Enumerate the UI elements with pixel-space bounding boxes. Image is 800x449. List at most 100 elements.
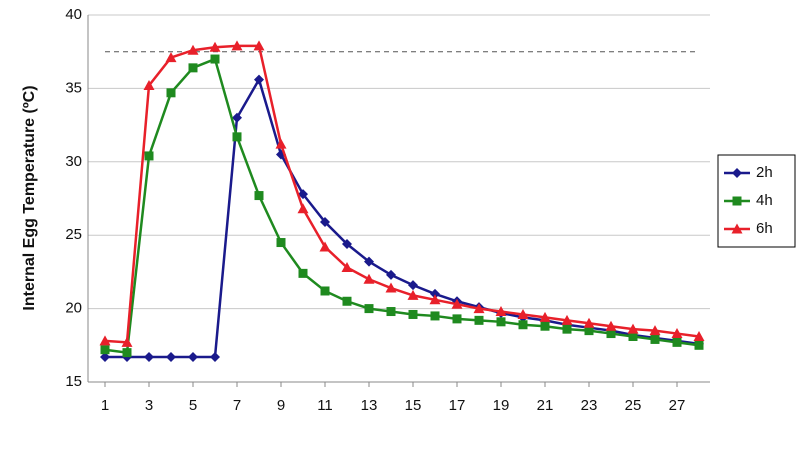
x-tick-label: 21	[537, 397, 554, 414]
series-line	[104, 57, 700, 355]
marker	[540, 321, 550, 331]
marker	[100, 352, 110, 363]
marker	[408, 280, 418, 291]
x-tick-label: 17	[449, 397, 466, 414]
x-tick-label: 19	[493, 397, 510, 414]
marker	[122, 348, 132, 358]
marker	[319, 241, 331, 252]
marker	[495, 306, 507, 317]
marker	[210, 352, 220, 363]
marker	[385, 282, 397, 293]
marker	[143, 79, 155, 90]
marker	[320, 216, 330, 227]
y-axis-label: Internal Egg Temperature (ºC)	[21, 85, 38, 310]
marker	[672, 337, 682, 347]
x-tick-label: 13	[361, 397, 378, 414]
marker	[342, 239, 352, 250]
x-tick-label: 27	[669, 397, 686, 414]
x-tick-label: 5	[189, 397, 197, 414]
marker	[253, 40, 265, 51]
y-tick-label: 40	[65, 6, 82, 23]
marker	[121, 336, 133, 347]
marker	[583, 317, 595, 328]
marker	[166, 88, 176, 98]
marker	[342, 296, 352, 306]
marker	[605, 320, 617, 331]
marker	[694, 340, 704, 350]
marker	[209, 41, 221, 52]
marker	[451, 298, 463, 309]
marker	[320, 286, 330, 296]
x-tick-label: 23	[581, 397, 598, 414]
marker	[275, 138, 287, 149]
marker	[363, 273, 375, 284]
marker	[188, 63, 198, 73]
marker	[518, 320, 528, 330]
marker	[628, 331, 638, 341]
marker	[364, 256, 374, 267]
marker	[561, 314, 573, 325]
x-tick-label: 1	[101, 397, 109, 414]
marker	[297, 203, 309, 214]
marker	[731, 223, 743, 234]
y-tick-label: 30	[65, 153, 82, 170]
legend-label: 4h	[756, 192, 773, 209]
marker	[539, 311, 551, 322]
y-tick-label: 25	[65, 226, 82, 243]
marker	[693, 330, 705, 341]
marker	[100, 345, 110, 355]
marker	[473, 303, 485, 314]
marker	[649, 325, 661, 336]
marker	[99, 335, 111, 346]
series-line	[105, 76, 700, 359]
marker	[210, 54, 220, 64]
marker	[254, 74, 264, 85]
marker	[408, 309, 418, 319]
marker	[364, 304, 374, 314]
marker	[165, 52, 177, 63]
marker	[144, 151, 154, 161]
marker	[298, 268, 308, 278]
marker	[166, 352, 176, 363]
marker	[650, 334, 660, 344]
marker	[732, 168, 742, 178]
marker	[188, 352, 198, 363]
marker	[474, 315, 484, 325]
marker	[341, 261, 353, 272]
y-tick-label: 20	[65, 300, 82, 317]
marker	[254, 191, 264, 201]
marker	[232, 132, 242, 142]
marker	[562, 324, 572, 334]
x-tick-label: 15	[405, 397, 422, 414]
marker	[517, 308, 529, 319]
marker	[232, 112, 242, 123]
legend-label: 2h	[756, 164, 773, 181]
x-tick-label: 9	[277, 397, 285, 414]
marker	[627, 323, 639, 334]
y-tick-label: 15	[65, 373, 82, 390]
marker	[429, 294, 441, 305]
legend-label: 6h	[756, 220, 773, 237]
x-tick-label: 7	[233, 397, 241, 414]
x-tick-label: 11	[317, 397, 333, 414]
x-tick-label: 3	[145, 397, 153, 414]
marker	[276, 238, 286, 248]
marker	[231, 40, 243, 51]
marker	[584, 326, 594, 336]
marker	[144, 352, 154, 363]
marker	[430, 288, 440, 299]
marker	[732, 196, 742, 206]
series-line	[104, 44, 700, 344]
y-tick-label: 35	[65, 79, 82, 96]
marker	[187, 44, 199, 55]
marker	[298, 189, 308, 200]
marker	[606, 329, 616, 339]
marker	[407, 289, 419, 300]
marker	[430, 311, 440, 321]
marker	[496, 317, 506, 327]
marker	[386, 307, 396, 317]
marker	[452, 314, 462, 324]
x-tick-label: 25	[625, 397, 642, 414]
marker	[386, 269, 396, 280]
